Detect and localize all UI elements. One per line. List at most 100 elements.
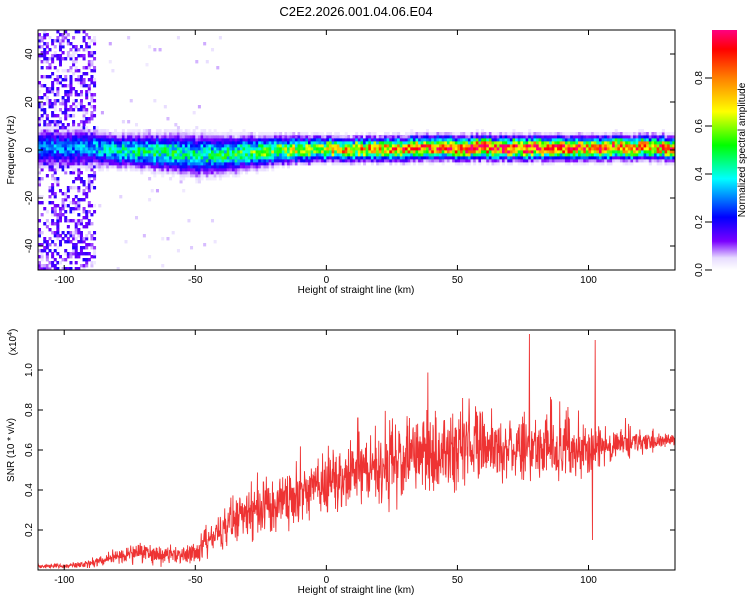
heatmap-cell xyxy=(515,141,519,145)
heatmap-cell xyxy=(40,144,44,148)
heatmap-cell xyxy=(69,186,73,190)
heatmap-cell xyxy=(197,150,201,154)
heatmap-cell xyxy=(509,153,513,157)
heatmap-cell xyxy=(515,144,519,148)
heatmap-cell xyxy=(494,150,498,154)
heatmap-cell xyxy=(56,177,60,181)
heatmap-cell xyxy=(449,147,453,151)
heatmap-cell xyxy=(85,66,89,70)
heatmap-cell xyxy=(69,165,73,169)
heatmap-cell xyxy=(578,150,582,154)
heatmap-cell xyxy=(145,147,149,151)
heatmap-cell xyxy=(585,132,589,136)
heatmap-cell xyxy=(169,177,173,181)
heatmap-cell xyxy=(284,150,288,154)
heatmap-cell xyxy=(499,147,503,151)
heatmap-cell xyxy=(153,144,157,148)
heatmap-cell xyxy=(334,159,338,163)
heatmap-cell xyxy=(77,207,81,211)
heatmap-cell xyxy=(56,261,60,265)
heatmap-cell xyxy=(405,138,409,142)
heatmap-cell xyxy=(93,141,97,145)
heatmap-cell xyxy=(664,144,668,148)
heatmap-cell xyxy=(580,150,584,154)
heatmap-cell xyxy=(100,159,104,163)
heatmap-cell xyxy=(446,147,450,151)
heatmap-cell xyxy=(82,129,86,133)
heatmap-cell xyxy=(190,246,194,250)
heatmap-cell xyxy=(192,171,196,175)
heatmap-cell xyxy=(93,171,97,175)
heatmap-cell xyxy=(216,147,220,151)
heatmap-cell xyxy=(454,144,458,148)
heatmap-cell xyxy=(56,162,60,166)
heatmap-cell xyxy=(176,135,180,139)
heatmap-cell xyxy=(239,168,243,172)
heatmap-cell xyxy=(554,138,558,142)
heatmap-cell xyxy=(365,135,369,139)
heatmap-cell xyxy=(481,150,485,154)
heatmap-cell xyxy=(205,165,209,169)
heatmap-cell xyxy=(415,135,419,139)
heatmap-cell xyxy=(85,261,89,265)
heatmap-cell xyxy=(326,138,330,142)
heatmap-cell xyxy=(501,147,506,151)
heatmap-cell xyxy=(245,141,249,145)
heatmap-cell xyxy=(56,114,60,118)
heatmap-cell xyxy=(575,159,579,163)
heatmap-cell xyxy=(231,156,235,160)
heatmap-cell xyxy=(43,156,47,160)
heatmap-cell xyxy=(161,159,165,163)
heatmap-cell xyxy=(148,255,152,259)
heatmap-cell xyxy=(132,141,136,145)
heatmap-cell xyxy=(336,162,340,166)
heatmap-cell xyxy=(572,135,576,139)
heatmap-cell xyxy=(163,162,167,166)
heatmap-cell xyxy=(551,132,555,136)
heatmap-cell xyxy=(56,213,60,217)
heatmap-cell xyxy=(145,138,149,142)
heatmap-cell xyxy=(174,123,178,127)
heatmap-cell xyxy=(402,150,406,154)
heatmap-cell xyxy=(200,159,204,163)
heatmap-cell xyxy=(242,168,246,172)
heatmap-cell xyxy=(481,147,485,151)
heatmap-cell xyxy=(61,231,65,235)
heatmap-cell xyxy=(355,156,359,160)
heatmap-cell xyxy=(255,168,259,172)
heatmap-cell xyxy=(255,150,259,154)
heatmap-cell xyxy=(226,159,230,163)
heatmap-cell xyxy=(124,138,128,142)
heatmap-cell xyxy=(517,162,521,166)
heatmap-cell xyxy=(187,165,191,169)
heatmap-cell xyxy=(166,132,170,136)
heatmap-cell xyxy=(318,150,322,154)
heatmap-cell xyxy=(69,93,73,97)
heatmap-cell xyxy=(108,135,112,139)
heatmap-cell xyxy=(127,135,131,139)
heatmap-cell xyxy=(176,159,180,163)
heatmap-cell xyxy=(148,141,152,145)
heatmap-cell xyxy=(394,162,398,166)
heatmap-cell xyxy=(66,204,70,208)
heatmap-cell xyxy=(61,33,65,37)
heatmap-cell xyxy=(612,147,616,151)
heatmap-cell xyxy=(93,78,97,82)
heatmap-cell xyxy=(218,168,222,172)
heatmap-cell xyxy=(38,249,42,253)
heatmap-cell xyxy=(195,165,199,169)
heatmap-cell xyxy=(470,141,474,145)
heatmap-cell xyxy=(93,249,97,253)
heatmap-cell xyxy=(53,264,57,268)
heatmap-cell xyxy=(258,132,262,136)
heatmap-cell xyxy=(564,162,568,166)
heatmap-cell xyxy=(504,150,508,154)
heatmap-cell xyxy=(166,150,170,154)
heatmap-cell xyxy=(596,138,600,142)
heatmap-cell xyxy=(56,141,60,145)
heatmap-cell xyxy=(56,156,60,160)
heatmap-cell xyxy=(266,135,270,139)
heatmap-cell xyxy=(328,150,332,154)
heatmap-cell xyxy=(271,153,275,157)
heatmap-cell xyxy=(517,159,521,163)
